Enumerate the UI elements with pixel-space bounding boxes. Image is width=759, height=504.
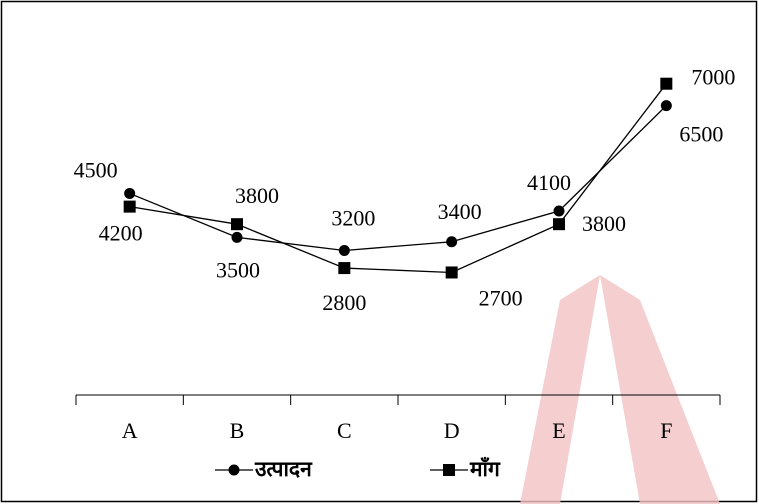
data-point [338, 245, 350, 257]
data-label: 3200 [331, 206, 375, 231]
legend-label: उत्पादन [254, 457, 313, 481]
data-point [553, 218, 565, 231]
data-point [338, 262, 351, 275]
data-label: 3500 [216, 257, 260, 282]
x-tick-label: E [552, 418, 565, 443]
legend-marker [443, 464, 455, 476]
data-label: 3800 [235, 183, 279, 208]
legend-label: माँग [469, 456, 501, 481]
data-label: 2700 [479, 286, 523, 311]
x-tick-label: C [337, 418, 352, 443]
data-label: 7000 [691, 65, 735, 90]
data-point [124, 187, 136, 199]
data-label: 2800 [322, 290, 366, 315]
x-tick-label: B [230, 418, 245, 443]
data-point [660, 77, 673, 90]
data-point [660, 100, 672, 112]
data-label: 4100 [527, 170, 571, 195]
x-tick-label: D [444, 418, 460, 443]
series-line [129, 83, 667, 274]
data-point [445, 266, 458, 279]
data-point [231, 231, 243, 243]
legend-marker [228, 464, 240, 476]
data-point [231, 218, 243, 231]
watermark [520, 275, 720, 504]
x-tick-label: A [122, 418, 138, 443]
data-label: 3400 [438, 199, 482, 224]
data-label: 6500 [679, 122, 723, 147]
data-point [446, 236, 458, 248]
series-line [129, 105, 667, 252]
data-point [123, 200, 136, 213]
x-tick-label: F [660, 418, 672, 443]
data-label: 4500 [74, 157, 118, 182]
data-label: 3800 [582, 211, 626, 236]
data-point [553, 205, 565, 217]
data-label: 4200 [99, 221, 143, 246]
